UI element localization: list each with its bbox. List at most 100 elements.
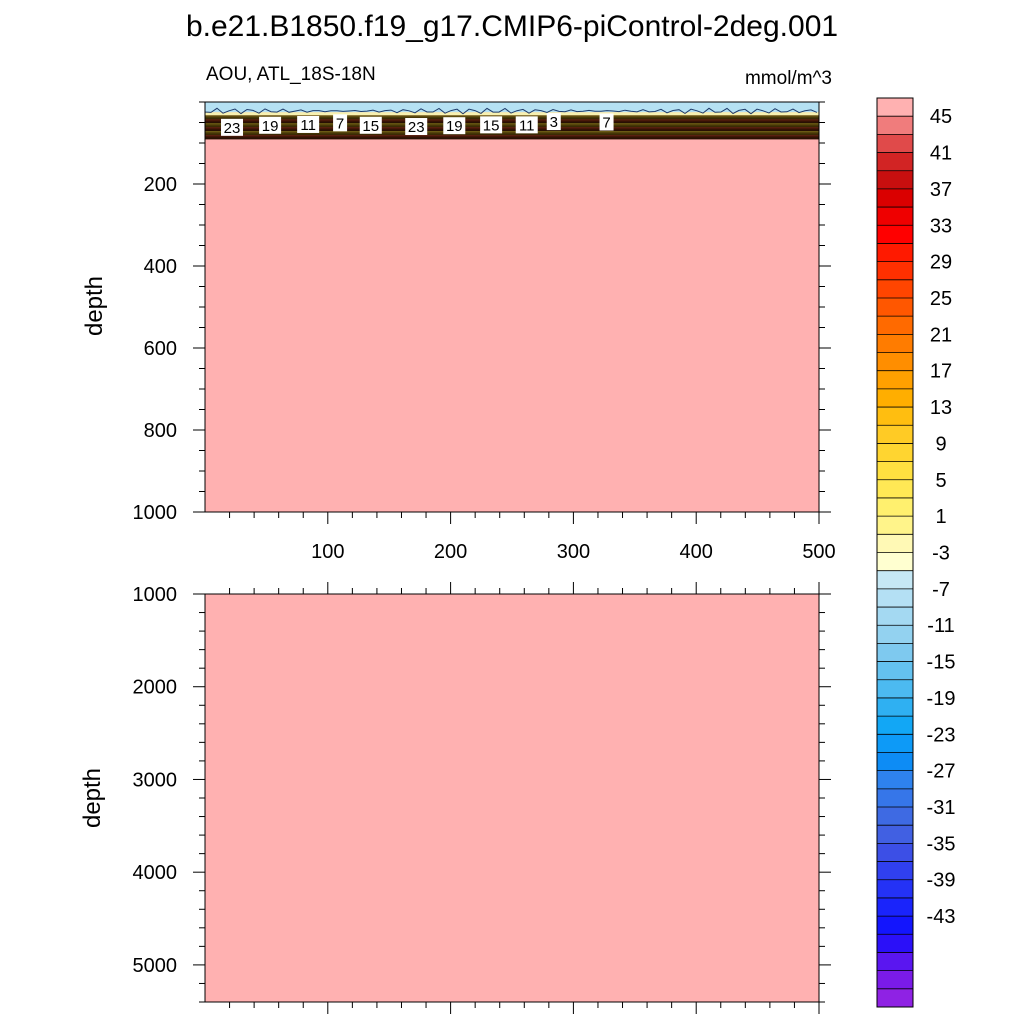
contour-label-text: 23 [224,120,241,137]
colorbar-bin [877,134,913,153]
y-tick-label: 2000 [133,677,178,699]
contour-label: 7 [599,113,614,132]
x-tick-label: 100 [311,541,344,563]
contour-label: 19 [259,116,282,135]
colorbar-bin [877,98,913,117]
colorbar-bin [877,570,913,590]
lower-y-axis-label: depth [79,768,106,828]
colorbar-bin [877,788,913,808]
y-tick-label: 800 [144,420,177,442]
contour-label: 3 [546,113,561,131]
colorbar-bin [877,243,913,262]
colorbar-bin [877,425,913,444]
colorbar-label: 5 [935,470,946,492]
colorbar-bin [877,479,913,499]
colorbar-bin [877,679,913,699]
contour-label-bg [443,117,466,135]
colorbar-label: 17 [930,361,952,383]
contour-label-text: 7 [336,115,344,132]
colorbar-bin [877,916,913,935]
colorbar-label: 9 [935,433,946,455]
colorbar-label: 21 [930,324,952,346]
colorbar-label: 37 [930,179,952,201]
contour-label-bg [480,116,503,134]
contour-label: 7 [333,114,348,132]
colorbar-bin [877,988,913,1008]
contour-band-row [205,131,819,133]
contour-label-bg [333,114,348,132]
contour-label-text: 11 [519,117,535,134]
x-tick-label: 400 [680,541,713,563]
x-tick-label: 300 [557,541,590,563]
surface-contour-line [204,107,818,115]
contour-band-row [205,134,819,137]
colorbar-bin [877,297,913,317]
colorbar-bin [877,152,913,172]
contour-label-bg [515,116,538,134]
y-tick-label: 600 [144,338,177,360]
chart-title: b.e21.B1850.f19_g17.CMIP6-piControl-2deg… [186,10,838,43]
plot-fill-upper [205,102,819,512]
colorbar-bin [877,643,913,662]
plot-fill-lower [205,594,819,1002]
colorbar-label: 33 [930,215,952,237]
colorbar-bin [877,443,913,462]
surface-negative-band [205,102,819,113]
contour-label-text: 15 [362,118,379,135]
colorbar-bin [877,225,913,244]
contour-label: 11 [297,115,320,134]
contour-band-row [205,116,819,119]
contour-band-row [205,132,819,135]
contour-label-bg [221,118,244,136]
contour-label-text: 11 [300,117,316,134]
contour-band-row [205,128,819,131]
colorbar-label: 29 [930,252,952,274]
y-tick-label: 1000 [133,502,178,524]
colorbar-label: 1 [935,506,946,528]
colorbar-bin [877,970,913,990]
colorbar-bin [877,952,913,971]
contour-label: 19 [443,117,466,135]
colorbar-label: -11 [927,615,954,637]
colorbar-bin [877,407,913,426]
colorbar-bin [877,534,913,553]
colorbar-label: -31 [927,797,956,819]
contour-band-row [205,137,819,140]
colorbar-label: -19 [927,688,956,710]
colorbar-bin [877,261,913,281]
colorbar-bin [877,388,913,408]
colorbar-label: -39 [927,870,956,892]
y-tick-label: 1000 [133,584,178,606]
y-tick-label: 400 [144,256,177,278]
contour-label-text: 19 [446,118,463,135]
contour-label-bg [405,118,428,136]
contour-band-row [205,120,819,123]
y-tick-label: 3000 [133,769,178,791]
colorbar-bin [877,188,913,208]
contour-label-bg [546,113,561,131]
colorbar-bin [877,316,913,335]
contour-band-row [205,123,819,125]
contour-band-row [205,115,819,118]
contour-band-row [205,124,819,127]
contour-label: 23 [405,118,428,136]
colorbar-bin [877,552,913,571]
contour-label-bg [297,115,320,133]
x-tick-label: 200 [434,541,467,563]
colorbar-bin [877,752,913,771]
y-tick-label: 200 [144,174,177,196]
colorbar-label: -3 [932,543,950,565]
x-tick-label: 500 [802,541,835,563]
colorbar-bin [877,116,913,135]
contour-band-row [205,117,819,120]
colorbar-bin [877,170,913,190]
y-tick-label: 5000 [133,955,178,977]
contour-label: 15 [359,116,382,135]
contour-label-text: 7 [602,115,610,132]
colorbar-bin [877,625,913,644]
colorbar-label: -23 [927,724,956,746]
colorbar-bin [877,825,913,844]
y-tick-label: 4000 [133,862,178,884]
colorbar-bin [877,352,913,371]
